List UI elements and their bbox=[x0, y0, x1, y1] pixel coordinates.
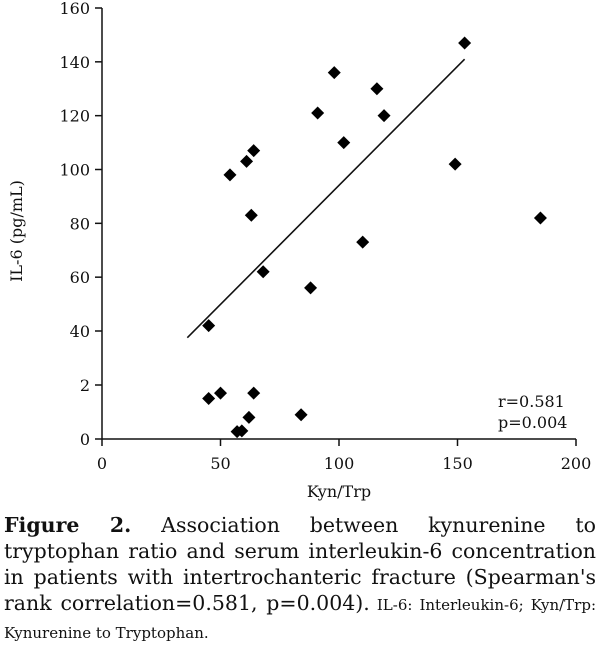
data-point bbox=[304, 281, 318, 295]
y-tick-label: 100 bbox=[59, 161, 90, 180]
data-point bbox=[214, 386, 227, 400]
trend-line bbox=[186, 58, 466, 339]
caption-abbreviations: IL-6: Interleukin-6; Kyn/Trp: Kynurenine… bbox=[4, 596, 596, 642]
correlation-r-label: r=0.581 bbox=[498, 392, 565, 411]
x-tick-label: 50 bbox=[210, 454, 230, 473]
y-tick-label: 0 bbox=[80, 430, 90, 449]
y-tick-group: 0 2 40 60 80 100 120 140 160 bbox=[59, 0, 102, 449]
x-tick-label: 150 bbox=[442, 454, 473, 473]
data-point bbox=[244, 208, 258, 222]
data-point bbox=[533, 211, 547, 225]
x-axis-title: Kyn/Trp bbox=[307, 482, 371, 501]
x-tick-label: 100 bbox=[324, 454, 355, 473]
data-point bbox=[377, 109, 391, 123]
data-point bbox=[240, 154, 254, 168]
data-point bbox=[327, 66, 341, 80]
data-point bbox=[448, 157, 462, 171]
data-point bbox=[247, 144, 261, 158]
y-tick-label: 40 bbox=[70, 322, 90, 341]
scatter-chart: 0 2 40 60 80 100 120 140 160 0 50 100 150 200 Kyn/Tr… bbox=[7, 0, 591, 501]
y-tick-label: 120 bbox=[59, 107, 90, 126]
y-axis-title: IL-6 (pg/mL) bbox=[7, 180, 26, 282]
data-point bbox=[337, 136, 351, 150]
caption-text: Association between kynurenine to trypto… bbox=[4, 513, 596, 615]
data-point bbox=[230, 425, 244, 439]
data-point bbox=[247, 386, 261, 400]
correlation-p-label: p=0.004 bbox=[498, 413, 567, 432]
data-point bbox=[202, 319, 216, 333]
data-point bbox=[256, 265, 270, 279]
data-points bbox=[202, 36, 547, 439]
y-tick-label: 80 bbox=[70, 214, 90, 233]
caption-label: Figure 2. bbox=[4, 513, 132, 537]
figure-caption: Figure 2. Association between kynurenine… bbox=[4, 512, 596, 646]
y-tick-label: 60 bbox=[70, 268, 90, 287]
data-point bbox=[356, 235, 370, 249]
y-tick-label: 140 bbox=[59, 53, 90, 72]
y-tick-label: 160 bbox=[59, 0, 90, 18]
data-point bbox=[458, 36, 472, 50]
data-point bbox=[223, 168, 237, 182]
data-point bbox=[242, 410, 256, 424]
data-point bbox=[311, 106, 325, 120]
x-tick-label: 200 bbox=[561, 454, 592, 473]
y-tick-label: 2 bbox=[80, 376, 90, 395]
data-point bbox=[370, 82, 384, 96]
x-tick-label: 0 bbox=[97, 454, 107, 473]
data-point bbox=[294, 408, 308, 422]
x-tick-group: 0 50 100 150 200 bbox=[97, 439, 591, 473]
data-point bbox=[202, 392, 216, 405]
